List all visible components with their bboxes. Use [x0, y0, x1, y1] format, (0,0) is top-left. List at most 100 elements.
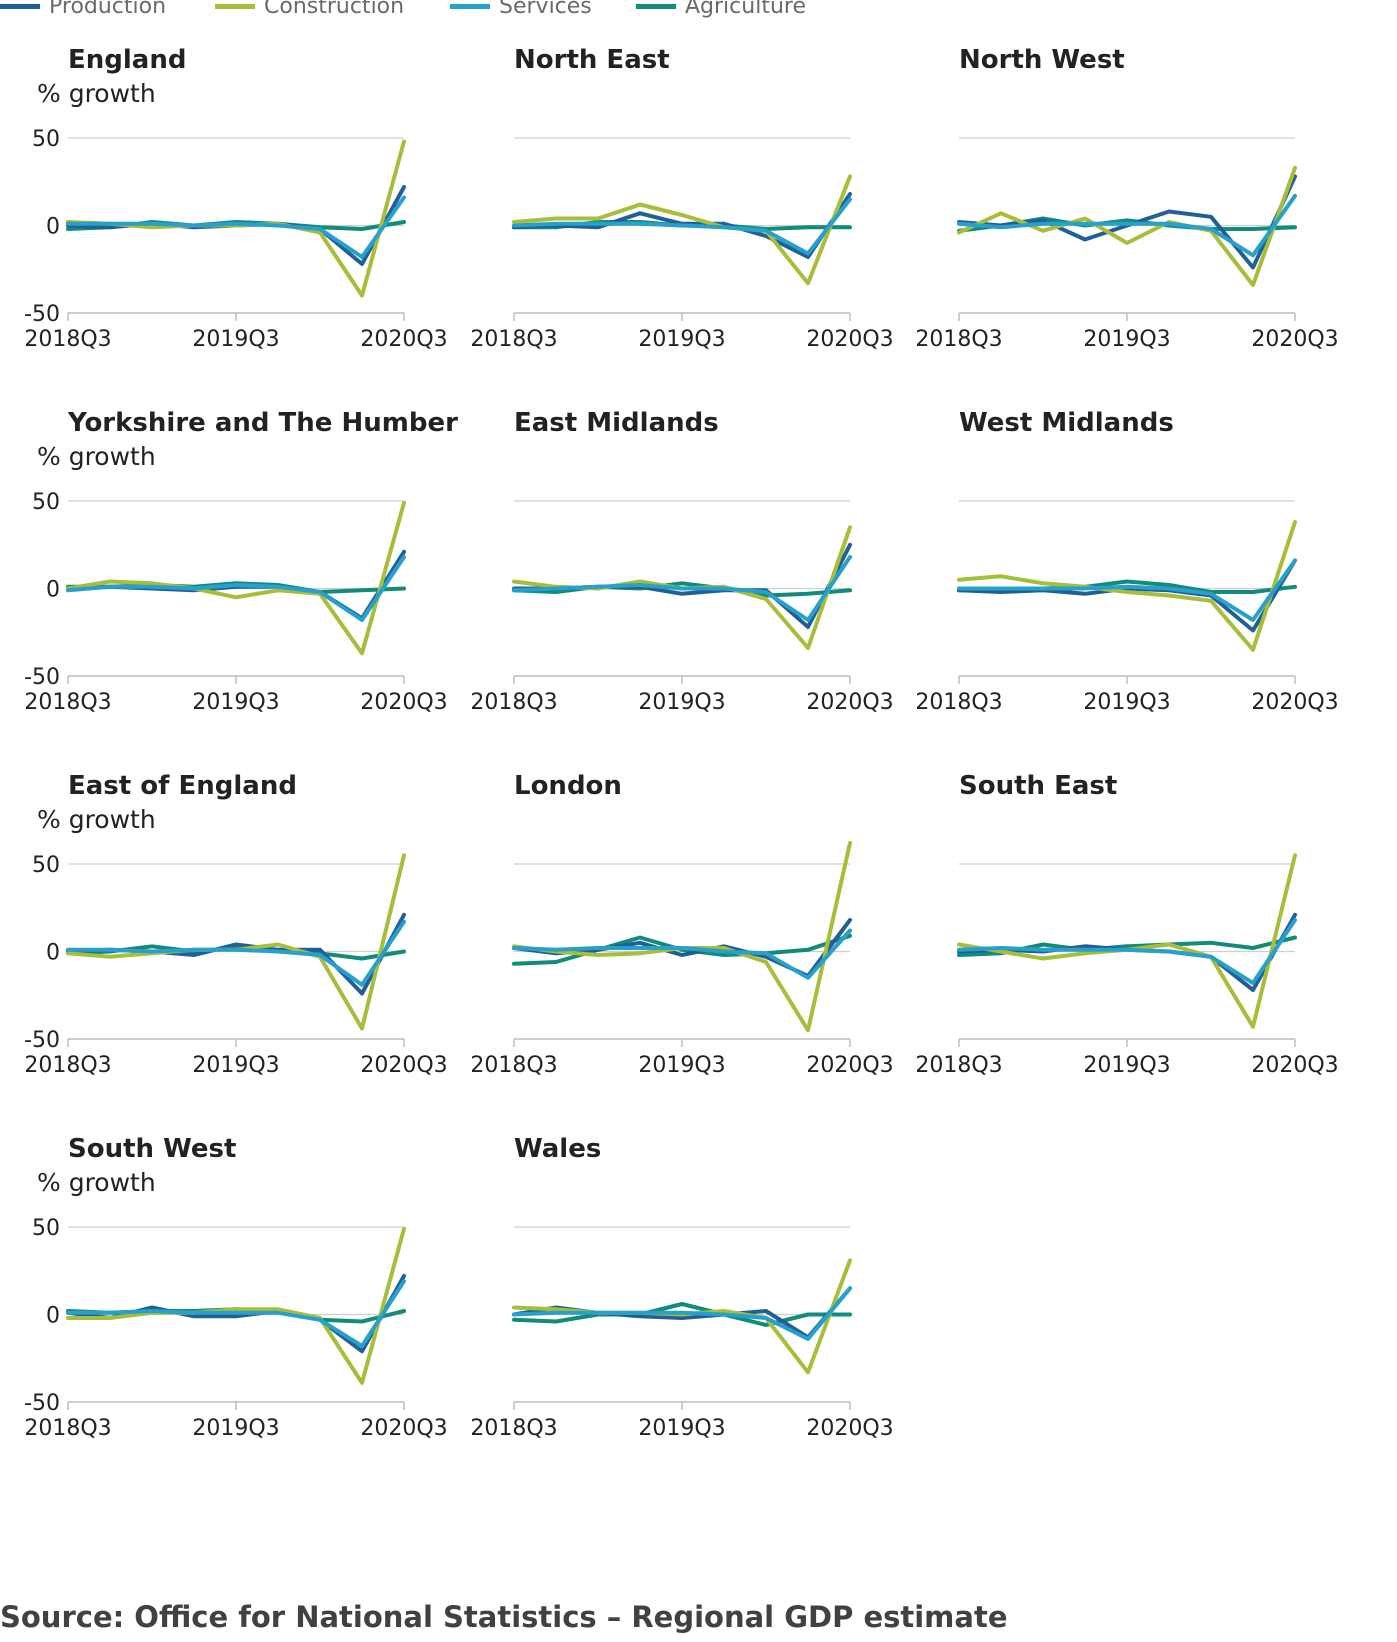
panel-title: England: [68, 45, 186, 75]
x-tick-label: 2018Q3: [915, 1053, 1002, 1078]
x-tick-label: 2020Q3: [360, 690, 447, 715]
x-tick-label: 2020Q3: [1251, 690, 1338, 715]
x-tick-label: 2020Q3: [360, 1053, 447, 1078]
y-tick-label: 0: [46, 215, 60, 240]
series-line-services: [957, 918, 1297, 985]
panel-north-east: North East 2018Q3 2019Q3 2020Q3: [470, 45, 893, 352]
panel-title: London: [514, 771, 622, 801]
y-tick-label: 0: [46, 941, 60, 966]
series-line-services: [957, 193, 1297, 258]
panel-west-midlands: West Midlands 2018Q3 2019Q3 2020Q3: [915, 408, 1338, 715]
y-axis-label: % growth: [37, 1168, 156, 1197]
legend-label: Services: [499, 0, 592, 19]
legend-label: Agriculture: [685, 0, 806, 19]
series-line-services: [512, 555, 852, 622]
legend-item-production: Production: [0, 0, 167, 19]
x-tick-label: 2019Q3: [638, 1416, 725, 1441]
panel-title: South East: [959, 771, 1117, 801]
panel-title: East of England: [68, 771, 297, 801]
y-axis-label: % growth: [37, 805, 156, 834]
x-tick-label: 2018Q3: [24, 327, 111, 352]
series-line-agriculture: [512, 581, 852, 598]
x-tick-label: 2020Q3: [806, 690, 893, 715]
panel-east-midlands: East Midlands 2018Q3 2019Q3 2020Q3: [470, 408, 893, 715]
series-line-services: [512, 197, 852, 256]
y-tick-label: 50: [32, 490, 60, 515]
series-line-construction: [957, 165, 1297, 287]
y-tick-label: -50: [24, 302, 60, 327]
x-tick-label: 2020Q3: [360, 1416, 447, 1441]
panel-south-east: South East 2018Q3 2019Q3 2020Q3: [915, 771, 1338, 1078]
panel-london: London 2018Q3 2019Q3 2020Q3: [470, 771, 893, 1078]
legend-swatch: [215, 3, 255, 9]
legend-item-services: Services: [450, 0, 592, 19]
x-tick-label: 2020Q3: [360, 327, 447, 352]
panel-title: Wales: [514, 1134, 601, 1164]
series-line-construction: [66, 139, 406, 298]
x-tick-label: 2018Q3: [24, 1053, 111, 1078]
x-tick-label: 2018Q3: [470, 1053, 557, 1078]
series-line-services: [66, 195, 406, 259]
x-tick-label: 2018Q3: [470, 690, 557, 715]
x-tick-label: 2019Q3: [192, 327, 279, 352]
x-tick-label: 2020Q3: [806, 1053, 893, 1078]
series-line-services: [66, 1279, 406, 1348]
legend-label: Construction: [264, 0, 405, 19]
y-tick-label: 0: [46, 578, 60, 603]
series-line-construction: [66, 853, 406, 1031]
y-axis-label: % growth: [37, 442, 156, 471]
x-tick-label: 2018Q3: [470, 327, 557, 352]
x-tick-label: 2020Q3: [806, 1416, 893, 1441]
legend-swatch: [636, 3, 676, 9]
series-line-construction: [957, 520, 1297, 652]
x-tick-label: 2019Q3: [192, 1053, 279, 1078]
panel-title: West Midlands: [959, 408, 1174, 438]
x-tick-label: 2019Q3: [1083, 327, 1170, 352]
x-tick-label: 2018Q3: [915, 327, 1002, 352]
series-line-construction: [512, 174, 852, 286]
x-tick-label: 2018Q3: [24, 1416, 111, 1441]
y-tick-label: -50: [24, 665, 60, 690]
y-axis-label: % growth: [37, 79, 156, 108]
x-tick-label: 2018Q3: [24, 690, 111, 715]
panel-title: Yorkshire and The Humber: [67, 408, 458, 438]
x-tick-label: 2020Q3: [806, 327, 893, 352]
series-line-construction: [66, 1226, 406, 1385]
panel-title: North East: [514, 45, 670, 75]
x-tick-label: 2020Q3: [1251, 1053, 1338, 1078]
series-line-construction: [957, 853, 1297, 1029]
panel-yorkshire-and-the-humber: Yorkshire and The Humber% growth500-5020…: [24, 408, 458, 715]
x-tick-label: 2019Q3: [638, 1053, 725, 1078]
series-line-construction: [66, 500, 406, 656]
series-line-services: [957, 558, 1297, 622]
legend-swatch: [450, 3, 490, 9]
series-line-services: [512, 928, 852, 980]
source-note: Source: Office for National Statistics –…: [0, 1600, 1008, 1634]
y-tick-label: 0: [46, 1304, 60, 1329]
legend-item-construction: Construction: [215, 0, 405, 19]
panel-title: East Midlands: [514, 408, 719, 438]
series-line-services: [66, 919, 406, 987]
small-multiples-chart: England% growth 50 0 -50 2018Q3 2019Q3 2020Q3 N…: [24, 45, 1339, 1441]
series-line-agriculture: [512, 1302, 852, 1327]
series-line-services: [66, 555, 406, 622]
x-tick-label: 2019Q3: [638, 327, 725, 352]
x-tick-label: 2019Q3: [192, 690, 279, 715]
x-tick-label: 2018Q3: [470, 1416, 557, 1441]
panel-north-west: North West 2018Q3 2019Q3 2020Q3: [915, 45, 1338, 352]
series-line-construction: [512, 841, 852, 1033]
panel-title: North West: [959, 45, 1125, 75]
y-tick-label: 50: [32, 127, 60, 152]
legend-item-agriculture: Agriculture: [636, 0, 806, 19]
legend-label: Production: [49, 0, 167, 19]
legend-swatch: [0, 3, 40, 9]
series-line-production: [957, 558, 1297, 633]
y-tick-label: 50: [32, 1216, 60, 1241]
panel-title: South West: [68, 1134, 236, 1164]
x-tick-label: 2018Q3: [915, 690, 1002, 715]
chart-legend: Production Construction Services Agricultur…: [0, 0, 1397, 26]
